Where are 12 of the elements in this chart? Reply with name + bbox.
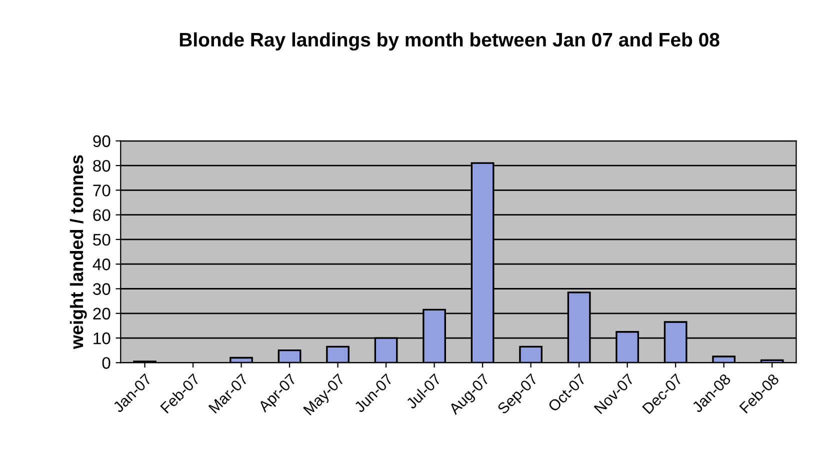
y-tick-label: 80: [93, 160, 110, 172]
y-axis-title: weight landed / tonnes: [70, 155, 87, 350]
y-tick-label: 10: [94, 332, 110, 344]
y-tick-label: 50: [93, 234, 110, 246]
y-tick-label: 40: [92, 258, 110, 270]
y-tick-label: 30: [93, 283, 110, 295]
y-tick-label: 90: [93, 135, 110, 148]
y-tick-label: 20: [93, 308, 110, 320]
y-tick-label: 60: [93, 209, 110, 222]
y-tick-label: 0: [102, 357, 110, 369]
y-tick-label: 70: [93, 184, 110, 196]
chart-title: Blonde Ray landings by month between Jan 07 and Feb 08: [180, 32, 720, 51]
